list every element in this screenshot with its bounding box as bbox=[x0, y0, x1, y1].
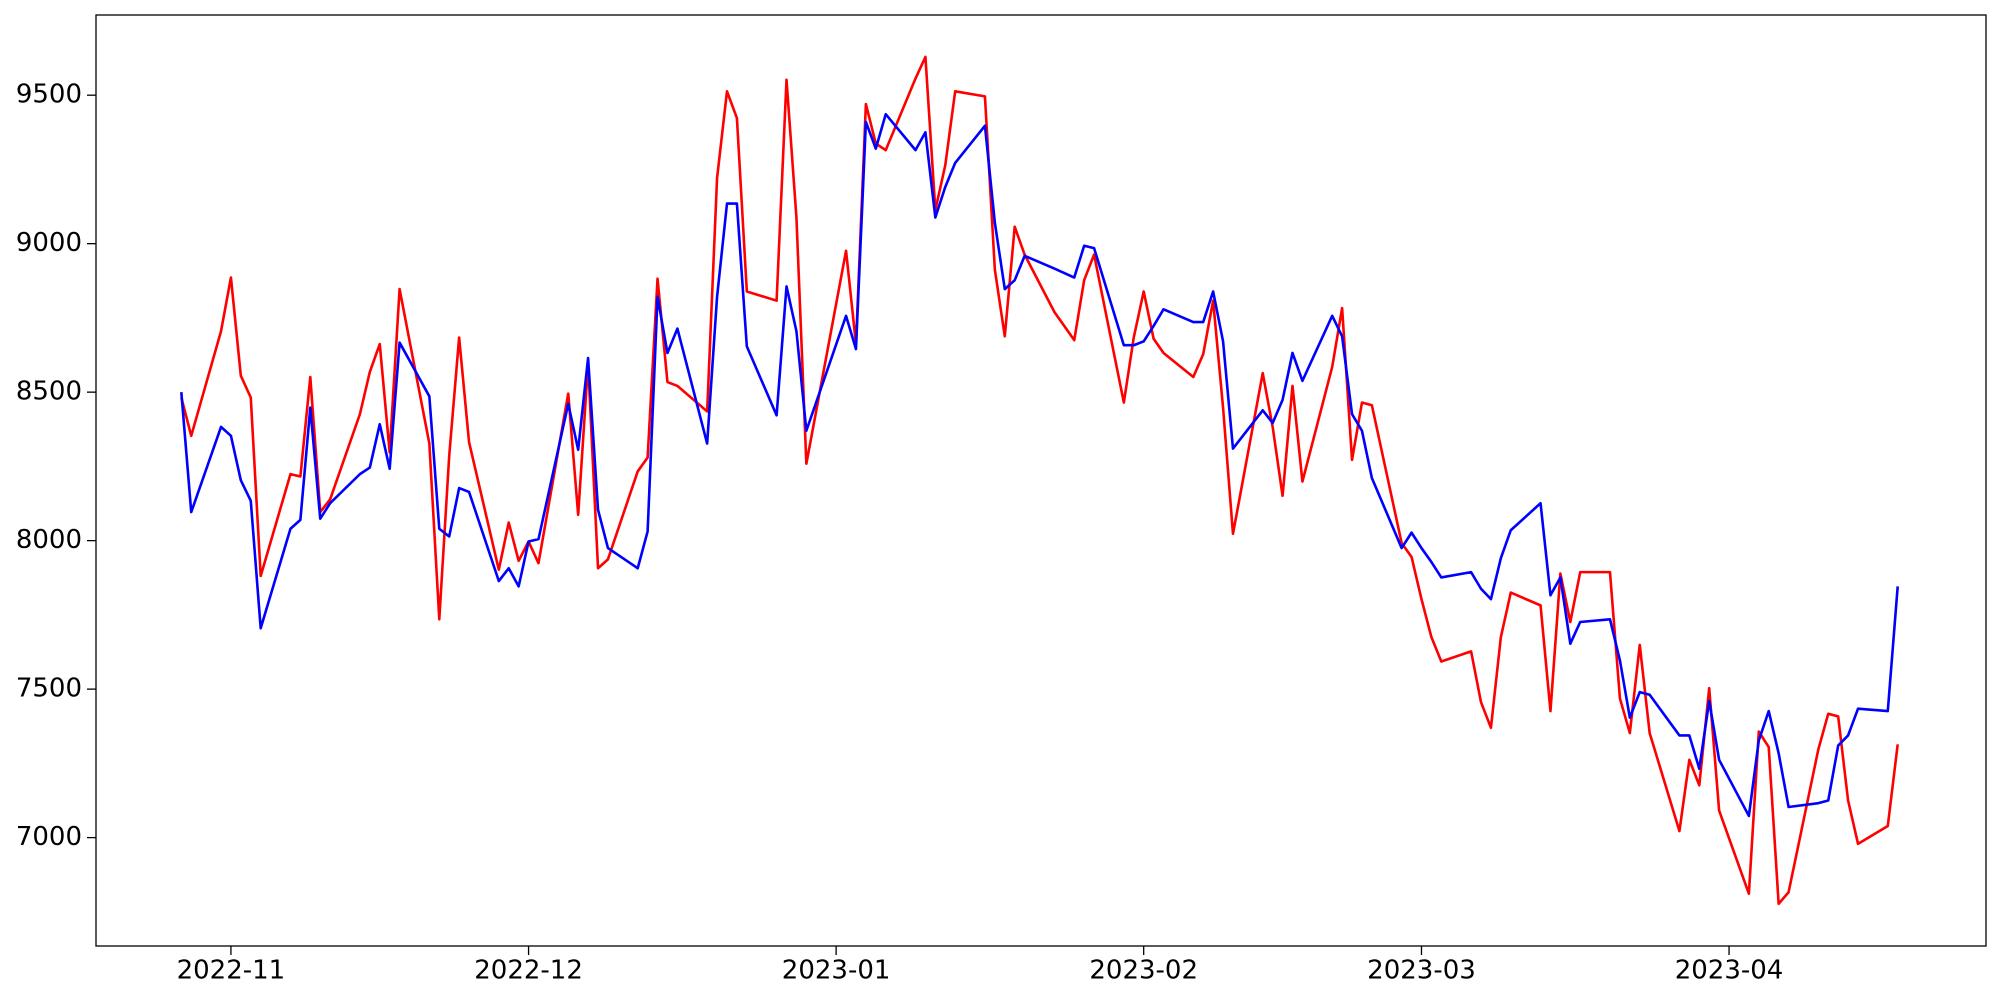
x-tick-label: 2023-04 bbox=[1675, 956, 1784, 986]
x-tick-label: 2023-03 bbox=[1367, 956, 1476, 986]
y-tick-label: 9000 bbox=[16, 228, 82, 258]
plot-frame bbox=[95, 14, 1987, 947]
x-tick-label: 2022-12 bbox=[474, 956, 583, 986]
y-tick-label: 9500 bbox=[16, 80, 82, 110]
x-tick-label: 2023-01 bbox=[782, 956, 891, 986]
y-tick-label: 8500 bbox=[16, 377, 82, 407]
x-tick-label: 2022-11 bbox=[177, 956, 286, 986]
y-tick-label: 7000 bbox=[16, 822, 82, 852]
series-line bbox=[180, 55, 1899, 906]
y-tick-label: 8000 bbox=[16, 525, 82, 555]
series-line bbox=[180, 112, 1899, 818]
y-tick-label: 7500 bbox=[16, 674, 82, 704]
x-tick-label: 2023-02 bbox=[1089, 956, 1198, 986]
